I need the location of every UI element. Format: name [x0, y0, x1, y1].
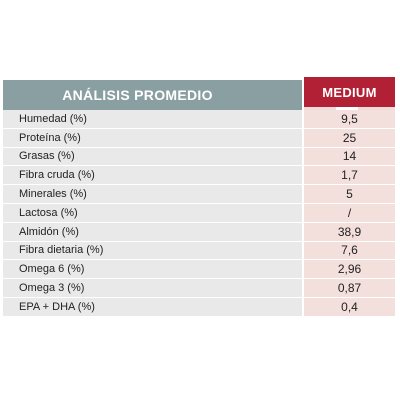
row-value: 7,6 — [304, 241, 395, 260]
row-label: Grasas (%) — [3, 147, 302, 166]
table-row: Lactosa (%) / — [3, 203, 395, 223]
table-row: EPA + DHA (%) 0,4 — [3, 297, 395, 317]
row-label: Lactosa (%) — [3, 203, 302, 222]
row-label: Humedad (%) — [3, 110, 302, 128]
row-label: Fibra dietaria (%) — [3, 241, 302, 260]
row-label: Proteína (%) — [3, 128, 302, 147]
table-row: Humedad (%) 9,5 — [3, 110, 395, 129]
table-row: Proteína (%) 25 — [3, 128, 395, 148]
row-label: Omega 6 (%) — [3, 260, 302, 279]
row-value: 0,4 — [304, 297, 395, 316]
nutrition-analysis-table: ANÁLISIS PROMEDIO MEDIUM Humedad (%) 9,5… — [3, 77, 395, 317]
row-label: Minerales (%) — [3, 185, 302, 203]
table-row: Fibra cruda (%) 1,7 — [3, 166, 395, 186]
row-value: 1,7 — [304, 166, 395, 185]
table-header: ANÁLISIS PROMEDIO MEDIUM — [3, 77, 395, 110]
table-row: Minerales (%) 5 — [3, 185, 395, 204]
row-label: Fibra cruda (%) — [3, 166, 302, 185]
row-label: Omega 3 (%) — [3, 279, 302, 297]
table-row: Omega 3 (%) 0,87 — [3, 279, 395, 298]
row-value: 38,9 — [304, 222, 395, 241]
row-value: 5 — [304, 185, 395, 203]
row-value: 9,5 — [304, 110, 395, 128]
header-product-name: MEDIUM — [304, 77, 395, 107]
row-label: Almidón (%) — [3, 222, 302, 241]
table-row: Almidón (%) 38,9 — [3, 222, 395, 242]
row-value: 25 — [304, 128, 395, 147]
row-value: / — [304, 203, 395, 222]
row-value: 2,96 — [304, 260, 395, 279]
row-label: EPA + DHA (%) — [3, 297, 302, 316]
table-row: Fibra dietaria (%) 7,6 — [3, 241, 395, 261]
table-row: Grasas (%) 14 — [3, 147, 395, 167]
header-product-tab — [304, 107, 395, 110]
row-value: 0,87 — [304, 279, 395, 297]
table-body: Humedad (%) 9,5 Proteína (%) 25 Grasas (… — [3, 110, 395, 317]
header-analysis-label: ANÁLISIS PROMEDIO — [3, 80, 302, 110]
table-row: Omega 6 (%) 2,96 — [3, 260, 395, 280]
row-value: 14 — [304, 147, 395, 166]
